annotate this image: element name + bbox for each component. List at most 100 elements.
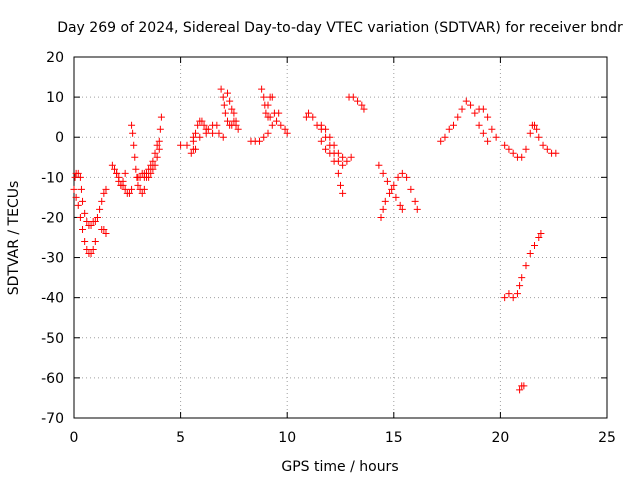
series-arc3	[98, 225, 110, 237]
data-point	[396, 201, 404, 209]
data-point	[119, 177, 127, 185]
data-point	[484, 113, 492, 121]
data-point	[79, 225, 87, 233]
data-point	[326, 149, 334, 157]
grid-lines	[74, 57, 607, 418]
data-point	[217, 85, 225, 93]
data-point	[437, 137, 445, 145]
series-arc19	[317, 121, 347, 161]
data-point	[204, 125, 212, 133]
y-tick-label: -40	[41, 291, 64, 307]
data-point	[96, 205, 104, 213]
data-point	[411, 197, 419, 205]
data-point	[317, 121, 325, 129]
data-point	[377, 213, 385, 221]
data-point	[258, 85, 266, 93]
data-point	[87, 250, 95, 258]
x-tick-label: 25	[598, 430, 616, 446]
data-point	[273, 117, 281, 125]
series-arc13	[224, 89, 240, 125]
data-point	[147, 169, 155, 177]
data-point	[283, 129, 291, 137]
data-point	[509, 294, 517, 302]
data-point	[317, 137, 325, 145]
data-point	[213, 121, 221, 129]
series-arc17	[302, 109, 355, 169]
series-arc1	[70, 185, 99, 258]
data-point	[76, 213, 84, 221]
series-arc11	[189, 117, 221, 141]
data-point	[268, 93, 276, 101]
data-point	[226, 97, 234, 105]
data-point	[358, 101, 366, 109]
data-point	[526, 250, 534, 258]
data-point	[234, 125, 242, 133]
data-point	[125, 189, 133, 197]
data-point	[128, 121, 136, 129]
data-point	[535, 234, 543, 241]
data-point	[189, 133, 197, 141]
data-point	[501, 294, 509, 302]
data-point	[475, 121, 483, 129]
data-point	[522, 145, 530, 153]
data-point	[87, 221, 95, 229]
y-tick-label: -10	[41, 170, 64, 186]
data-point	[81, 238, 89, 246]
data-point	[479, 129, 487, 137]
data-point	[140, 185, 148, 193]
data-point	[413, 205, 421, 213]
data-point	[192, 129, 200, 137]
data-point	[537, 229, 545, 237]
data-point	[155, 137, 163, 145]
data-point	[151, 149, 159, 157]
series-arc27	[516, 382, 528, 394]
data-point	[183, 141, 191, 149]
data-point	[264, 101, 272, 109]
data-point	[390, 181, 398, 189]
series-arc20	[345, 93, 368, 113]
series-arc16	[264, 93, 276, 109]
series-arc6	[128, 121, 148, 197]
data-point	[375, 161, 383, 169]
x-tick-label: 10	[278, 430, 296, 446]
data-point	[454, 113, 462, 121]
data-point	[349, 93, 357, 101]
data-point	[102, 229, 110, 237]
data-series	[70, 85, 560, 394]
series-arc10	[187, 145, 200, 157]
data-point	[347, 153, 355, 161]
series-arc22	[377, 169, 421, 221]
data-point	[194, 121, 202, 129]
data-point	[187, 149, 195, 157]
data-point	[219, 93, 227, 101]
data-point	[326, 133, 334, 141]
data-point	[149, 157, 157, 165]
data-point	[302, 113, 310, 121]
data-point	[337, 181, 344, 189]
data-point	[232, 117, 240, 125]
series-arc9	[177, 129, 227, 149]
data-point	[129, 129, 137, 137]
data-point	[108, 161, 116, 169]
data-point	[121, 169, 129, 177]
plot-frame	[73, 56, 608, 419]
data-point	[145, 173, 153, 181]
data-point	[322, 125, 330, 133]
data-point	[531, 121, 539, 129]
data-point	[533, 125, 541, 133]
data-point	[74, 201, 82, 209]
data-point	[501, 141, 509, 149]
data-point	[260, 133, 268, 141]
data-point	[264, 129, 272, 137]
series-arc4	[108, 161, 136, 197]
data-point	[74, 169, 82, 177]
data-point	[339, 153, 347, 161]
data-point	[458, 105, 466, 113]
data-point	[93, 213, 101, 221]
data-point	[138, 189, 146, 197]
data-point	[441, 133, 449, 141]
x-tick-label: 20	[491, 430, 509, 446]
data-point	[89, 246, 97, 254]
data-point	[330, 157, 338, 165]
